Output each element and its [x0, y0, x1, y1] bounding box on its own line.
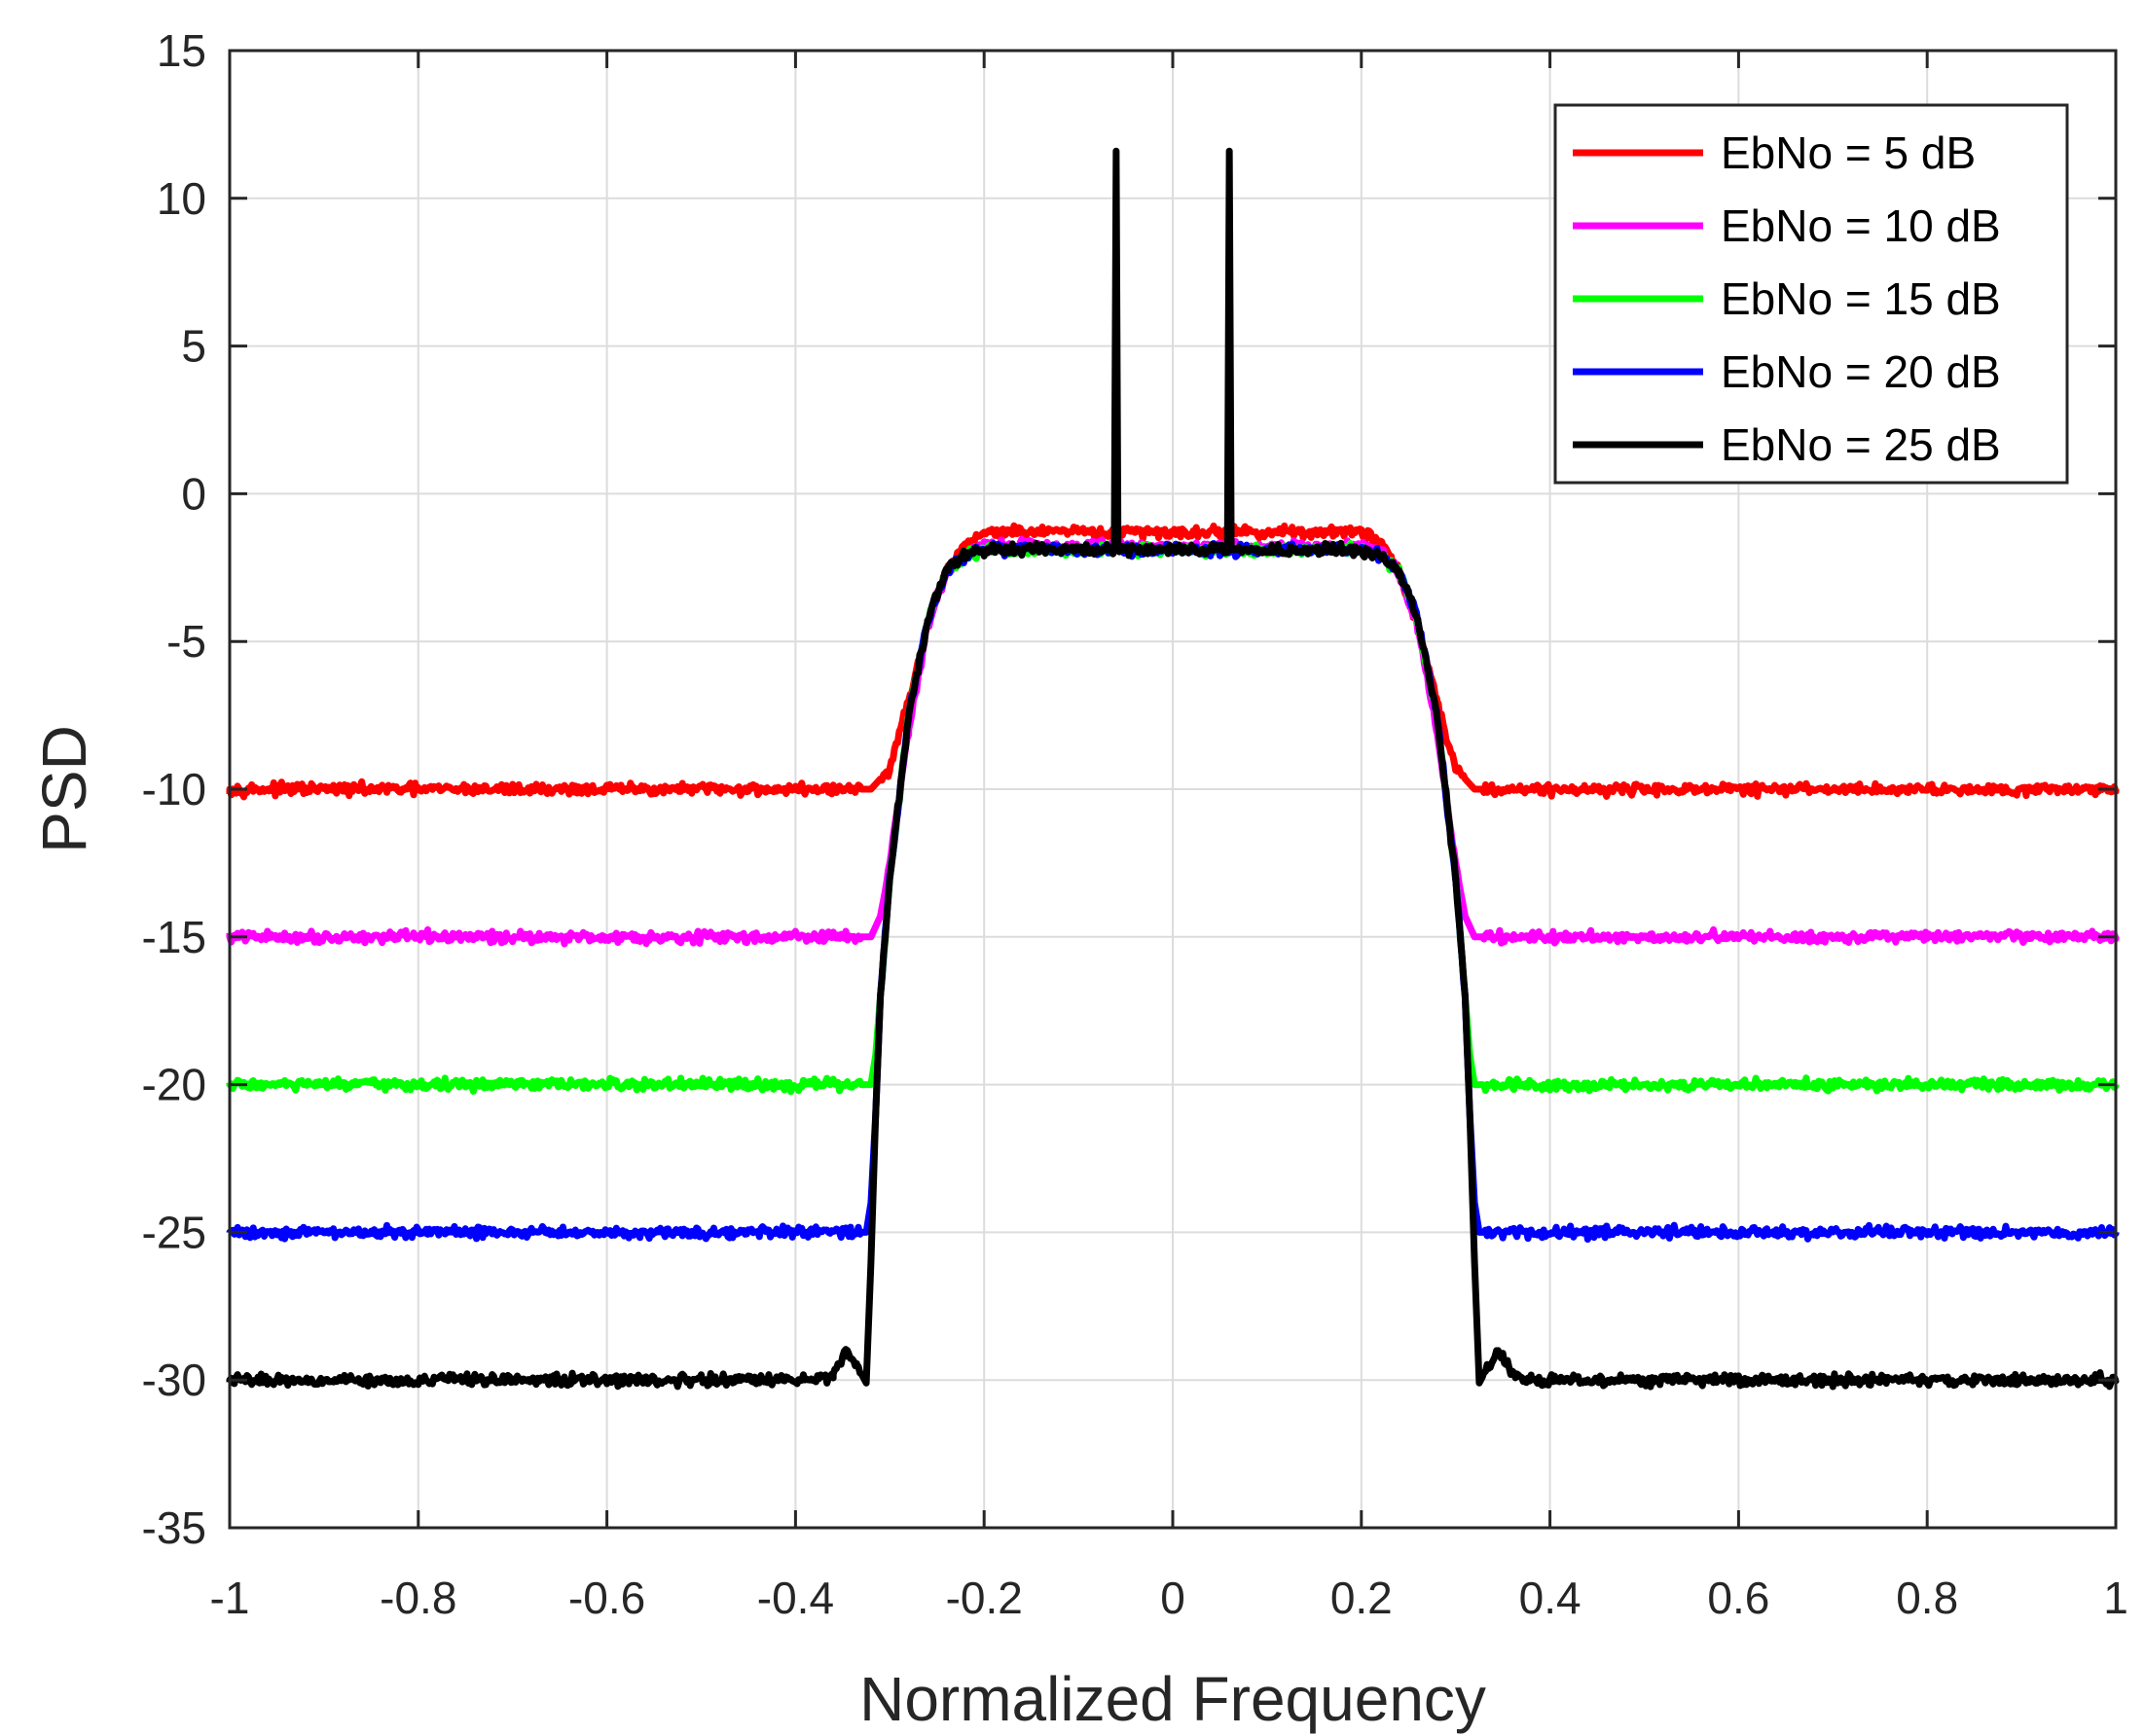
y-tick-label: 10 [157, 173, 206, 224]
x-tick-label: 1 [2103, 1573, 2128, 1623]
x-tick-label: 0.8 [1896, 1573, 1958, 1623]
x-tick-labels: -1 -0.8 -0.6 -0.4 -0.2 0 0.2 0.4 0.6 0.8 1 [210, 1573, 2128, 1623]
legend-label: EbNo = 5 dB [1721, 127, 1976, 178]
y-tick-label: -10 [142, 764, 206, 814]
x-tick-label: -0.4 [757, 1573, 834, 1623]
y-tick-label: 5 [181, 321, 206, 372]
x-tick-label: -0.2 [946, 1573, 1023, 1623]
legend: EbNo = 5 dB EbNo = 10 dB EbNo = 15 dB EbNo … [1553, 103, 2069, 485]
legend-label: EbNo = 10 dB [1721, 200, 2001, 251]
x-tick-label: -1 [210, 1573, 250, 1623]
x-tick-label: -0.6 [568, 1573, 645, 1623]
x-axis-title: Normalized Frequency [859, 1664, 1486, 1734]
legend-label: EbNo = 15 dB [1721, 273, 2001, 324]
x-tick-label: 0 [1160, 1573, 1185, 1623]
x-tick-label: 0.4 [1519, 1573, 1581, 1623]
legend-label: EbNo = 20 dB [1721, 346, 2001, 397]
y-tick-label: 15 [157, 25, 206, 76]
x-tick-label: 0.2 [1330, 1573, 1393, 1623]
y-tick-label: -15 [142, 912, 206, 962]
y-tick-label: -20 [142, 1060, 206, 1110]
y-tick-label: -5 [166, 616, 206, 667]
series-line [226, 522, 2120, 801]
legend-label: EbNo = 25 dB [1721, 419, 2001, 470]
y-tick-label: -35 [142, 1502, 206, 1553]
x-tick-label: -0.8 [380, 1573, 456, 1623]
series-lines [226, 147, 2120, 1391]
y-tick-label: -25 [142, 1207, 206, 1257]
x-tick-label: 0.6 [1707, 1573, 1769, 1623]
y-tick-label: 0 [181, 468, 206, 519]
y-tick-label: -30 [142, 1355, 206, 1405]
axis-ticks [228, 49, 2118, 1530]
y-axis-title: PSD [29, 725, 99, 853]
y-tick-labels: -35 -30 -25 -20 -15 -10 -5 0 5 10 15 [142, 25, 206, 1553]
series-line [226, 147, 2120, 1391]
legend-box [1553, 103, 2069, 485]
